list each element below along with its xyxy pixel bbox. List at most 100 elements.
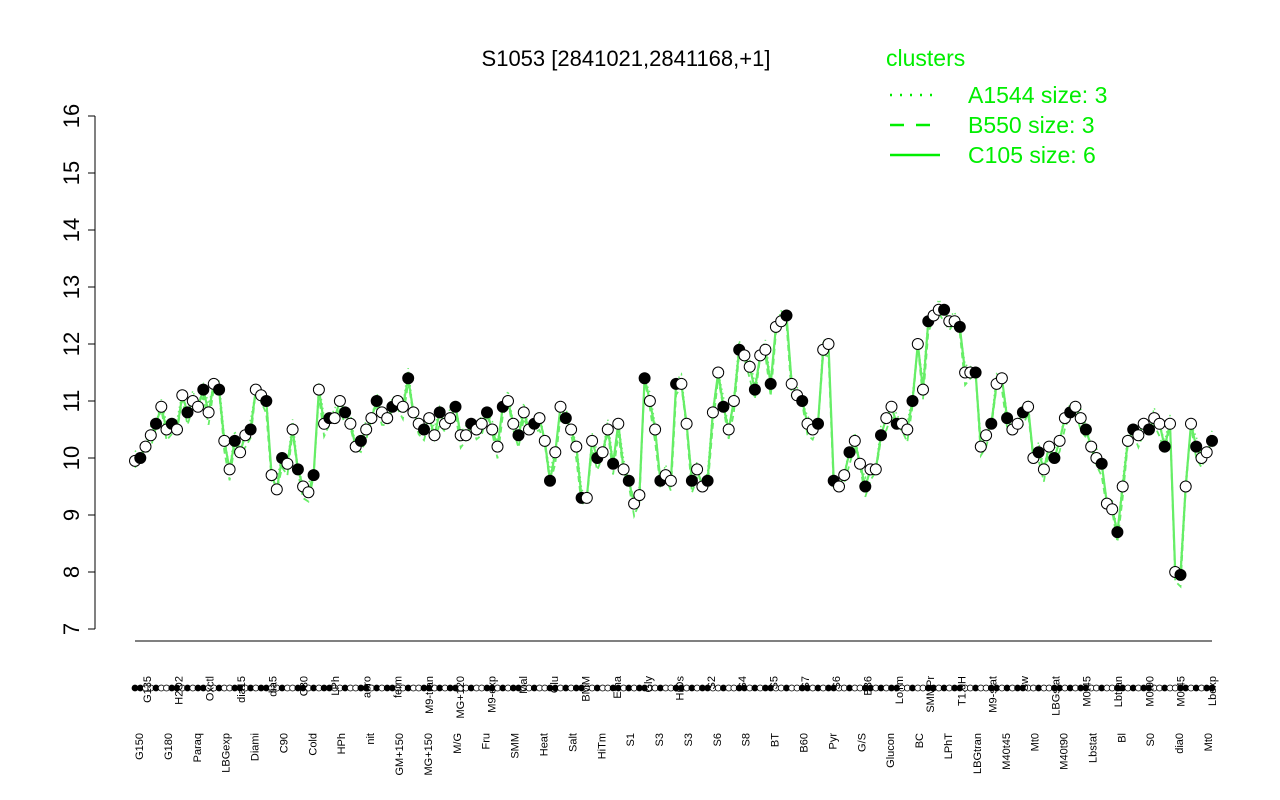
x-tick-label: Pyr [827, 733, 839, 750]
data-point [1164, 417, 1176, 430]
data-point [1185, 417, 1197, 430]
data-point [333, 395, 346, 407]
data-point [460, 429, 472, 442]
plot-lines [134, 297, 1213, 589]
y-axis: 7 8 9 10 11 12 13 14 15 16 [59, 104, 96, 635]
data-point [906, 395, 919, 407]
chart-title: S1053 [2841021,2841168,+1] [482, 46, 771, 71]
data-point [365, 412, 378, 425]
plot-points [129, 303, 1218, 581]
data-point [1074, 412, 1087, 425]
data-point [859, 480, 872, 493]
data-point [202, 406, 215, 419]
data-point [407, 406, 420, 419]
data-point [228, 434, 241, 447]
x-tick-label: LBGexp [221, 733, 233, 773]
data-point [885, 400, 898, 413]
data-point [875, 429, 887, 442]
data-point [291, 463, 304, 476]
data-point [743, 360, 756, 373]
data-point [286, 423, 299, 436]
legend-label-2: B550 size: 3 [968, 112, 1095, 138]
data-point [675, 377, 688, 390]
x-tick-label: S3 [654, 733, 666, 746]
data-point [418, 423, 430, 436]
y-tick-label: 14 [59, 218, 84, 242]
data-point [607, 457, 620, 470]
data-point [680, 417, 693, 430]
data-point [643, 395, 656, 407]
data-point [218, 434, 231, 447]
data-point [197, 383, 210, 396]
x-tick-label: HPh [336, 733, 348, 754]
x-tick-label: S8 [741, 733, 753, 746]
x-tick-label: MG+150 [423, 733, 435, 776]
data-point [701, 474, 714, 487]
x-tick-label: BT [770, 733, 782, 747]
data-point [1143, 423, 1155, 436]
data-point [1037, 463, 1050, 476]
x-tick-label: M9-exp [487, 676, 499, 713]
x-tick-label: S2 [706, 676, 718, 689]
data-point [812, 417, 824, 430]
data-point [150, 417, 162, 430]
data-point [1043, 440, 1056, 453]
data-point [1132, 429, 1145, 442]
data-point [423, 412, 436, 425]
data-point [664, 474, 677, 487]
data-point [843, 446, 856, 459]
x-tick-label: Oxctl [205, 676, 217, 701]
y-tick-label: 12 [59, 332, 84, 356]
x-tick-label: SMM [510, 733, 522, 759]
rug-mark [1208, 684, 1216, 692]
data-point [1153, 417, 1166, 430]
x-tick-label: Mal [518, 676, 530, 694]
data-point [780, 309, 793, 322]
x-tick-label: G180 [163, 733, 175, 760]
y-tick-label: 10 [59, 446, 84, 470]
data-point [486, 423, 499, 436]
x-tick-label: Salt [567, 733, 579, 752]
x-tick-label: S0 [1145, 733, 1157, 746]
x-tick-label: C30 [299, 676, 311, 696]
data-point [370, 395, 383, 407]
data-point [544, 474, 556, 487]
x-tick-label: LPhT [943, 733, 955, 760]
data-point [622, 474, 635, 487]
data-point [155, 400, 168, 413]
x-tick-label: M40t45 [1001, 733, 1013, 770]
data-point [1022, 400, 1035, 413]
data-point [938, 303, 951, 316]
x-tick-label: S6 [831, 676, 843, 689]
y-tick-label: 16 [59, 104, 84, 128]
legend-title: clusters [886, 45, 965, 71]
data-point [838, 469, 851, 482]
data-point [396, 400, 409, 413]
data-point [995, 372, 1008, 385]
data-point [139, 440, 152, 453]
x-tick-label: Glu [549, 676, 561, 693]
data-point [223, 463, 236, 476]
data-point [759, 343, 772, 356]
x-tick-label: ferm [393, 676, 405, 698]
data-point [712, 366, 725, 379]
data-point [481, 406, 493, 419]
x-tick-label: LBGtran [972, 733, 984, 774]
x-tick-label: S5 [769, 676, 781, 689]
data-point [822, 338, 835, 350]
x-tick-label: LoTm [894, 676, 906, 704]
data-point [538, 434, 551, 447]
x-tick-label: S4 [737, 676, 749, 689]
x-tick-label: LBGstat [1050, 676, 1062, 716]
data-point [796, 395, 809, 407]
x-tick-label: G135 [142, 676, 154, 703]
data-point [717, 400, 730, 413]
data-point [339, 406, 352, 419]
data-point [1158, 440, 1171, 453]
data-point [570, 440, 583, 453]
x-tick-label: BMM [581, 676, 593, 702]
x-tick-label: H2O2 [173, 676, 185, 705]
data-point [980, 429, 993, 442]
data-point [985, 417, 998, 430]
data-point [638, 372, 651, 385]
